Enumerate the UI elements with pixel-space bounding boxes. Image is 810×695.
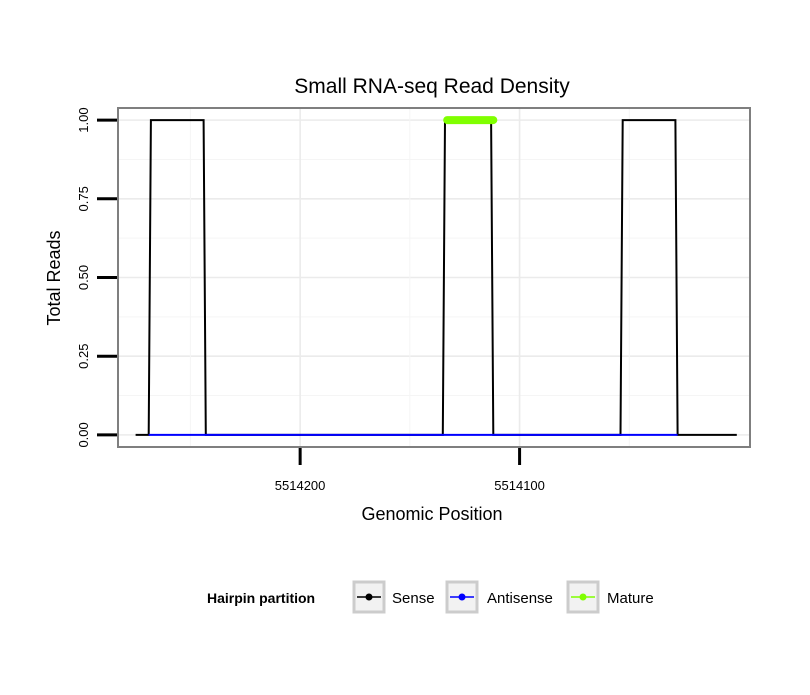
x-tick-label: 5514100 <box>494 478 545 493</box>
legend-key-antisense <box>445 580 479 614</box>
x-axis: 5514200 5514100 <box>275 448 545 493</box>
y-tick-label: 1.00 <box>76 107 91 132</box>
legend-dot-antisense <box>458 593 466 601</box>
legend-title: Hairpin partition <box>207 590 315 606</box>
y-tick-label: 0.25 <box>76 344 91 369</box>
y-axis-title: Total Reads <box>44 230 64 325</box>
legend: Hairpin partition Sense Antisense Mature <box>207 580 654 614</box>
x-axis-title: Genomic Position <box>361 504 502 524</box>
legend-label-sense: Sense <box>392 590 435 607</box>
plot-panel-border <box>117 107 751 448</box>
y-tick-label: 0.50 <box>76 265 91 290</box>
legend-label-mature: Mature <box>607 590 654 607</box>
y-axis: 0.00 0.25 0.50 0.75 1.00 <box>76 107 117 448</box>
legend-item-mature: Mature <box>566 580 654 614</box>
legend-dot-mature <box>579 593 587 601</box>
chart-title: Small RNA-seq Read Density <box>294 75 570 98</box>
legend-dot-sense <box>365 593 373 601</box>
legend-item-sense: Sense <box>352 580 435 614</box>
legend-label-antisense: Antisense <box>487 590 553 607</box>
x-tick-label: 5514200 <box>275 478 326 493</box>
y-tick-label: 0.00 <box>76 422 91 447</box>
series-layer <box>135 116 737 436</box>
y-tick-label: 0.75 <box>76 186 91 211</box>
legend-item-antisense: Antisense <box>445 580 553 614</box>
grid-lines <box>118 108 750 447</box>
